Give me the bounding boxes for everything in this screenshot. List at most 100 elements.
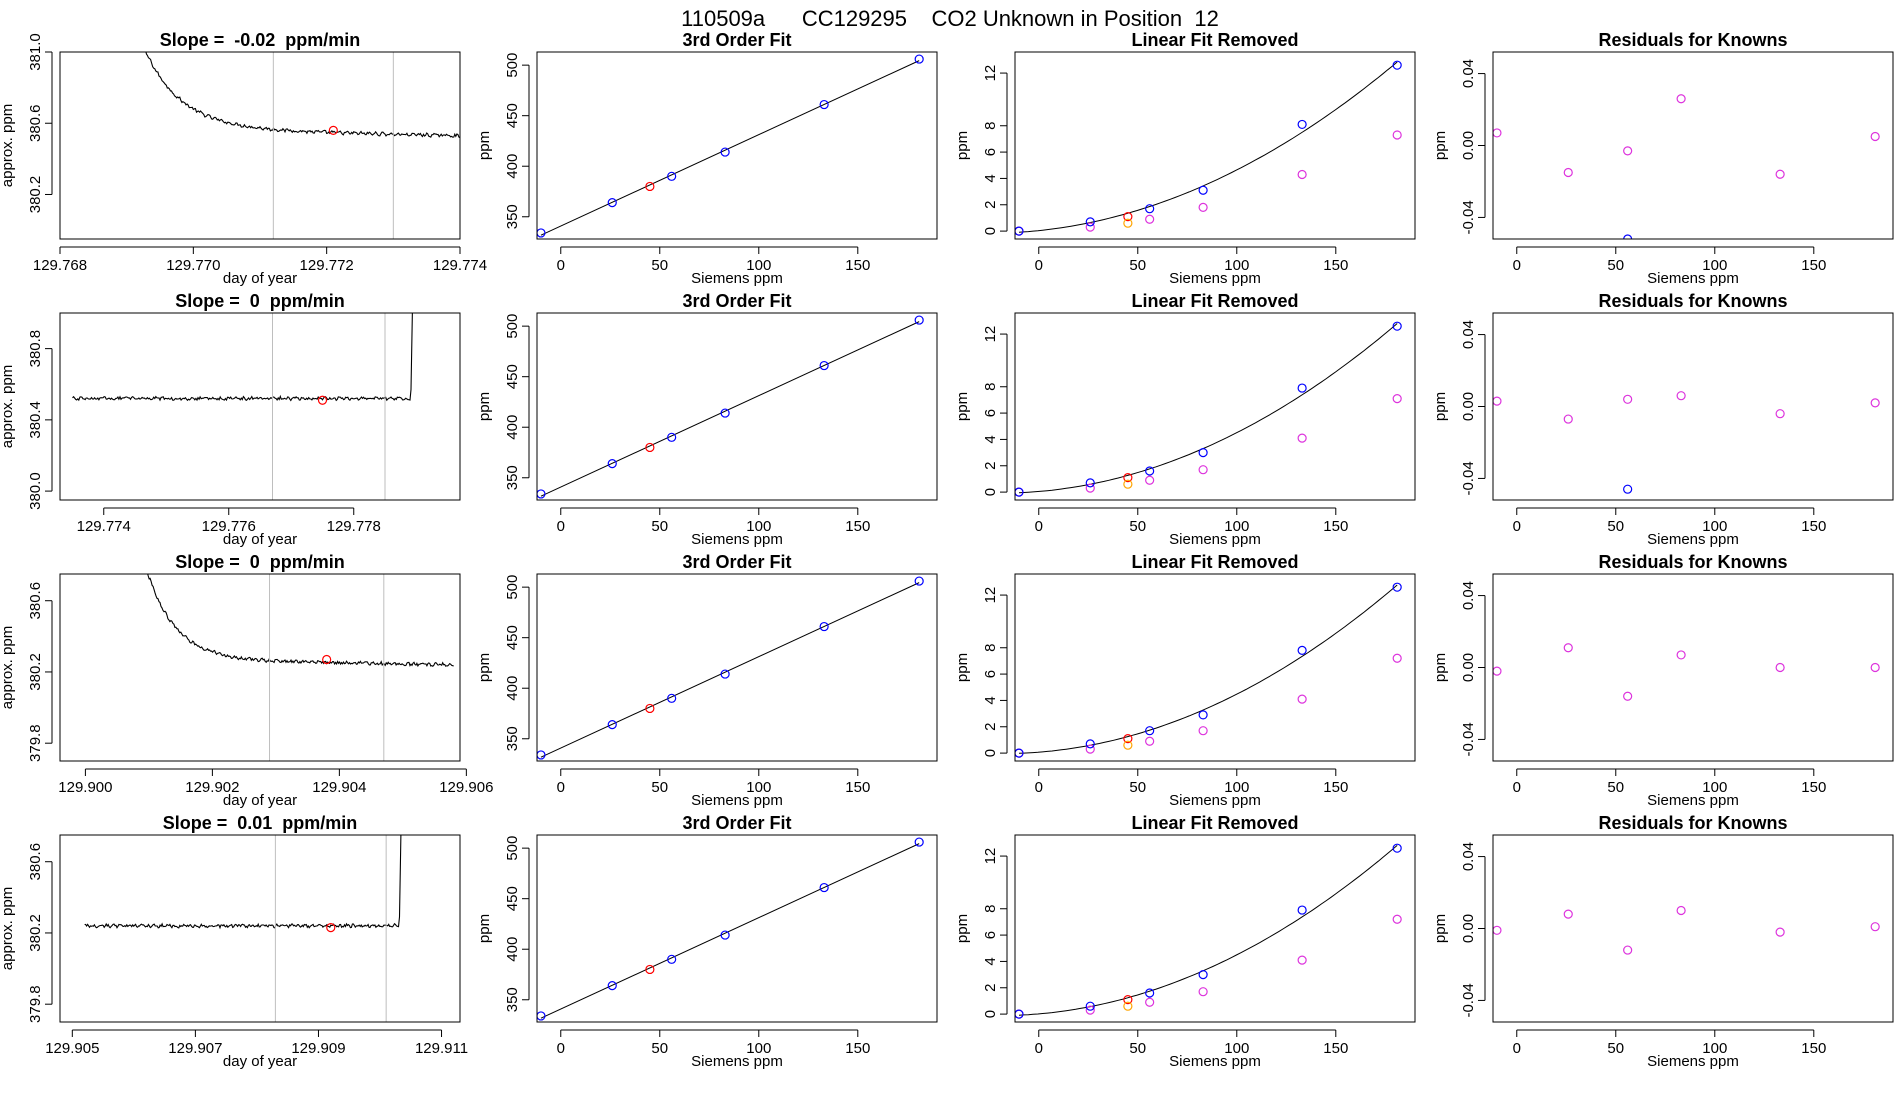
- unknown-sample-point: [1123, 734, 1133, 744]
- known-standard-point: [1085, 217, 1095, 227]
- plot-frame: [536, 834, 938, 1023]
- known-standard-point: [1145, 204, 1155, 214]
- residual-point: [1870, 131, 1880, 142]
- panel-title: Slope = 0 ppm/min: [175, 552, 345, 572]
- y-tick-label: 379.8: [27, 724, 44, 762]
- y-tick-label: 6: [982, 148, 999, 156]
- y-tick-label: 450: [504, 886, 521, 911]
- plot-data-layer: [145, 52, 460, 239]
- residual-point: [1775, 662, 1785, 673]
- x-tick-label: 100: [1224, 518, 1249, 535]
- x-tick-label: 50: [1129, 1040, 1146, 1057]
- x-tick-label: 129.905: [45, 1040, 99, 1057]
- plot-frame: [1014, 573, 1416, 762]
- x-tick-label: 100: [746, 518, 771, 535]
- residual-point: [1870, 922, 1880, 932]
- y-axis-label: ppm: [476, 392, 493, 421]
- unknown-sample-point: [1123, 995, 1133, 1005]
- y-tick-label: 0.04: [1460, 320, 1477, 349]
- y-tick-label: 400: [504, 415, 521, 440]
- plot-frame: [1014, 834, 1416, 1023]
- x-tick-label: 129.900: [58, 779, 112, 796]
- plot-frame: [1492, 834, 1894, 1023]
- y-tick-label: 2: [982, 723, 999, 731]
- residual-point: [1775, 169, 1785, 179]
- y-axis-label: ppm: [476, 653, 493, 682]
- plot-frame: [59, 312, 461, 501]
- linear-removed-point: [1085, 483, 1095, 493]
- x-axis-label: day of year: [223, 270, 297, 287]
- x-tick-label: 0: [1513, 779, 1521, 796]
- x-axis-label: Siemens ppm: [1647, 270, 1739, 287]
- x-tick-label: 129.772: [300, 257, 354, 274]
- panel-title: Linear Fit Removed: [1131, 30, 1298, 50]
- linear-removed-point: [1392, 130, 1402, 140]
- x-axis-label: day of year: [223, 531, 297, 548]
- panel-title: Slope = 0 ppm/min: [175, 291, 345, 311]
- plot-data-layer: [72, 313, 413, 500]
- known-standard-point: [720, 408, 730, 418]
- x-tick-label: 0: [1035, 518, 1043, 535]
- plot-frame: [536, 573, 938, 762]
- x-axis-label: Siemens ppm: [1169, 1053, 1261, 1070]
- y-tick-label: 12: [982, 848, 999, 865]
- y-tick-label: 500: [504, 575, 521, 600]
- x-tick-label: 0: [1513, 518, 1521, 535]
- linear-removed-point: [1085, 222, 1095, 232]
- y-tick-label: -0.04: [1460, 200, 1477, 234]
- x-tick-label: 129.776: [202, 518, 256, 535]
- linear-removed-point: [1085, 744, 1095, 754]
- known-standard-point: [1392, 843, 1402, 853]
- linear-removed-point: [1145, 214, 1155, 224]
- known-standard-point: [1198, 710, 1208, 720]
- linear-removed-point: [1145, 475, 1155, 485]
- residual-point: [1493, 396, 1502, 406]
- residual-point: [1870, 662, 1880, 673]
- mean-marker: [328, 125, 338, 135]
- fit-curve: [1018, 323, 1398, 494]
- y-axis-label: approx. ppm: [0, 365, 16, 448]
- known-standard-point: [1198, 447, 1208, 458]
- unknown-sample-point: [645, 442, 655, 453]
- known-standard-point: [667, 954, 677, 964]
- y-tick-label: 8: [982, 905, 999, 913]
- y-tick-label: 350: [504, 204, 521, 229]
- y-tick-label: -0.04: [1460, 722, 1477, 756]
- panel-title: 3rd Order Fit: [682, 291, 791, 311]
- residual-point: [1676, 94, 1686, 104]
- known-standard-point: [1085, 1001, 1095, 1011]
- plot-data-layer: [537, 837, 924, 1021]
- x-tick-label: 50: [1607, 257, 1624, 274]
- x-tick-label: 0: [1513, 1040, 1521, 1057]
- known-standard-point: [667, 432, 677, 442]
- y-tick-label: 380.2: [27, 176, 44, 214]
- concentration-trace: [72, 313, 413, 402]
- panel-resid-r1: Residuals for Knowns 0 50 100 150 Siemens ppm…: [1432, 30, 1894, 287]
- known-standard-point: [1015, 748, 1024, 758]
- x-tick-label: 50: [651, 779, 668, 796]
- panel-fit3-r3: 3rd Order Fit 0 50 100 150 Siemens ppm 350 400 4…: [476, 552, 938, 809]
- y-tick-label: 2: [982, 462, 999, 470]
- linear-removed-point: [1198, 202, 1208, 212]
- linear-removed-point: [1085, 1005, 1095, 1015]
- x-tick-label: 50: [1129, 779, 1146, 796]
- unknown-removed-point: [1123, 740, 1133, 750]
- plot-data-layer: [537, 54, 924, 238]
- y-tick-label: 450: [504, 625, 521, 650]
- residual-point: [1676, 905, 1686, 916]
- y-axis-label: approx. ppm: [0, 104, 16, 187]
- x-axis-label: Siemens ppm: [1647, 531, 1739, 548]
- unknown-sample-point: [645, 181, 655, 192]
- residual-point: [1563, 909, 1573, 919]
- plot-frame: [536, 312, 938, 501]
- plot-data-layer: [84, 835, 402, 1022]
- y-axis-label: ppm: [954, 914, 971, 943]
- x-tick-label: 129.902: [185, 779, 239, 796]
- unknown-sample-point: [1123, 473, 1133, 483]
- residual-point: [1623, 146, 1633, 156]
- x-tick-label: 50: [1607, 1040, 1624, 1057]
- panel-linfit-r1: Linear Fit Removed 0 50 100 150 Siemens ppm 0 2…: [954, 30, 1416, 287]
- known-standard-point: [1198, 185, 1208, 195]
- y-tick-label: 6: [982, 409, 999, 417]
- unknown-sample-point: [645, 703, 655, 714]
